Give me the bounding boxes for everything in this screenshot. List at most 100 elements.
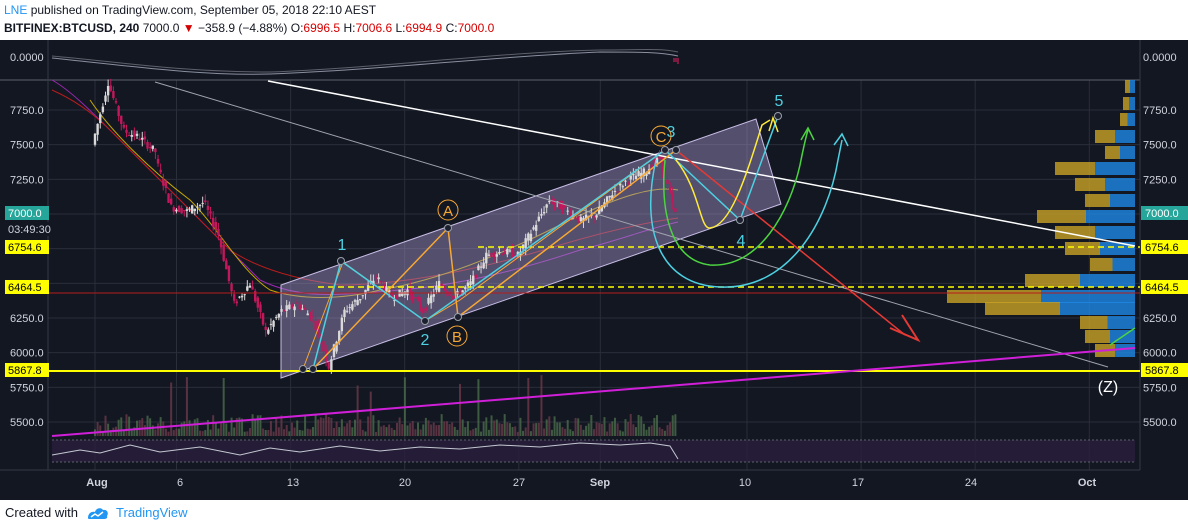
volume-bar bbox=[154, 429, 157, 436]
grey-trendline bbox=[154, 81, 1109, 368]
candle-body bbox=[151, 145, 154, 149]
volume-bar bbox=[283, 429, 286, 436]
volume-bar bbox=[474, 427, 477, 436]
profile-bar-sell bbox=[1095, 130, 1115, 143]
candle-body bbox=[311, 316, 315, 318]
author-link[interactable]: LNE bbox=[4, 3, 28, 17]
yellow-projection bbox=[675, 119, 771, 229]
volume-bar bbox=[396, 422, 399, 436]
candlesticks bbox=[93, 78, 677, 374]
volume-bar bbox=[501, 423, 504, 436]
symbol-name: BITFINEX:BTCUSD, 240 bbox=[4, 21, 140, 35]
x-tick-label: Oct bbox=[1078, 477, 1097, 489]
candle-body bbox=[629, 175, 632, 180]
candle-body bbox=[154, 148, 157, 153]
candle-body bbox=[380, 281, 383, 283]
candle-body bbox=[626, 182, 630, 184]
tradingview-link[interactable]: TradingView bbox=[115, 505, 188, 520]
volume-bar bbox=[451, 422, 454, 436]
volume-bar bbox=[498, 423, 501, 436]
profile-bar-buy bbox=[1115, 344, 1135, 357]
volume-bar bbox=[175, 428, 178, 436]
candle-body bbox=[112, 91, 115, 99]
profile-bar-buy bbox=[1127, 113, 1135, 126]
candle-body bbox=[485, 252, 488, 264]
candle-body bbox=[487, 254, 491, 256]
volume-bar bbox=[151, 425, 154, 436]
candle-body bbox=[611, 195, 614, 200]
volume-bar bbox=[674, 414, 677, 436]
volume-bar bbox=[414, 429, 417, 436]
candle-body bbox=[167, 193, 170, 203]
volume-bar bbox=[655, 415, 658, 436]
candle-body bbox=[277, 313, 281, 318]
candle-body bbox=[230, 283, 233, 292]
profile-bar-sell bbox=[1090, 258, 1113, 271]
candle-body bbox=[650, 164, 653, 170]
volume-bar bbox=[438, 424, 441, 436]
candle-body bbox=[361, 295, 365, 297]
volume-bar bbox=[493, 420, 496, 436]
volume-bar bbox=[592, 429, 595, 436]
volume-bar bbox=[548, 416, 551, 436]
candle-body bbox=[246, 286, 249, 291]
candle-body bbox=[101, 106, 105, 113]
level-low-tag-left: 5867.8 bbox=[8, 365, 42, 377]
candle-body bbox=[540, 213, 543, 216]
level-mid-tag-left: 6464.5 bbox=[8, 282, 42, 294]
white-trendline bbox=[267, 80, 1136, 247]
volume-bar bbox=[543, 428, 546, 436]
volume-bar bbox=[104, 415, 107, 436]
volume-bar bbox=[340, 419, 343, 436]
x-tick-label: 17 bbox=[852, 477, 864, 489]
candle-body bbox=[135, 133, 139, 136]
candle-body bbox=[668, 187, 672, 193]
wave-label-3: 3 bbox=[667, 124, 676, 141]
volume-bar bbox=[293, 427, 296, 436]
candle-body bbox=[303, 308, 307, 310]
high-label: H: bbox=[343, 21, 356, 35]
candle-body bbox=[545, 204, 548, 208]
y-tick-left: 5750.0 bbox=[10, 382, 44, 394]
candle-body bbox=[138, 138, 141, 140]
volume-bar bbox=[514, 426, 517, 436]
profile-bar-buy bbox=[1107, 316, 1135, 329]
volume-bar bbox=[511, 427, 514, 436]
candle-body bbox=[198, 204, 202, 206]
candle-body bbox=[500, 253, 504, 255]
volume-bar bbox=[443, 421, 446, 436]
candle-body bbox=[542, 212, 546, 214]
candle-body bbox=[143, 136, 147, 140]
candle-body bbox=[356, 299, 359, 306]
candle-body bbox=[269, 323, 273, 325]
wave-label-1: 1 bbox=[338, 237, 347, 254]
volume-bar bbox=[233, 427, 236, 436]
candle-body bbox=[306, 313, 309, 316]
candle-body bbox=[592, 216, 596, 218]
volume-bar bbox=[640, 416, 643, 436]
volume-bar bbox=[327, 416, 330, 436]
profile-bar-buy bbox=[1112, 258, 1135, 271]
candle-body bbox=[164, 181, 168, 188]
volume-bar bbox=[285, 425, 288, 436]
label-b-circle bbox=[446, 325, 468, 347]
profile-bar-sell bbox=[985, 302, 1060, 315]
candle-body bbox=[490, 252, 493, 258]
volume-bar bbox=[183, 421, 186, 436]
volume-bar bbox=[332, 427, 335, 436]
candle-body bbox=[285, 305, 288, 311]
low-value: 6994.9 bbox=[405, 21, 443, 35]
volume-bar bbox=[595, 422, 598, 436]
volume-bar bbox=[246, 431, 249, 436]
volume-bar bbox=[335, 421, 338, 436]
volume-bar bbox=[527, 378, 530, 436]
volume-bar bbox=[585, 425, 588, 436]
red-arrow-head bbox=[889, 314, 921, 343]
volume-bar bbox=[301, 430, 304, 436]
volume-bar bbox=[306, 428, 309, 436]
candle-body bbox=[645, 172, 648, 176]
published-text: published on TradingView.com, September … bbox=[30, 3, 377, 17]
wave-label-5: 5 bbox=[775, 93, 784, 110]
candle-body bbox=[264, 326, 267, 331]
